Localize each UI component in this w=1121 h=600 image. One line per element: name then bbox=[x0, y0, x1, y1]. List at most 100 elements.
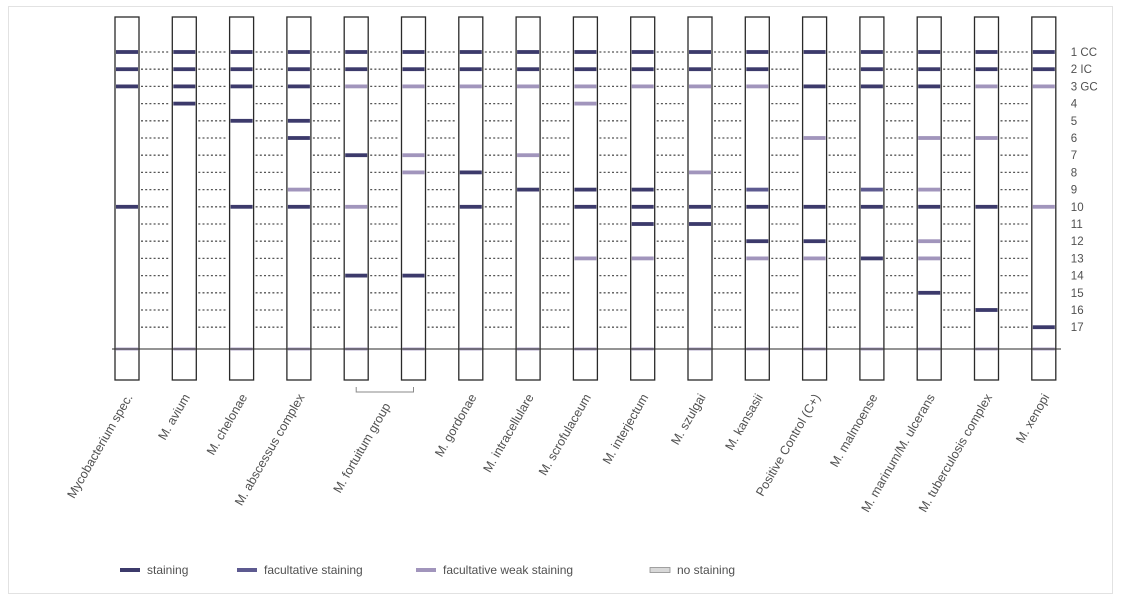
band-row-10 bbox=[574, 204, 597, 209]
band-row-2 bbox=[173, 67, 196, 72]
row-label-10: 10 bbox=[1071, 202, 1084, 214]
band-row-3 bbox=[918, 84, 941, 89]
strip-outline bbox=[801, 16, 828, 381]
strip-label-13: Positive Control (C+) bbox=[753, 392, 823, 499]
band-row-10 bbox=[860, 204, 883, 209]
band-row-1 bbox=[975, 50, 998, 54]
band-row-3 bbox=[230, 84, 253, 89]
band-row-13 bbox=[803, 256, 826, 261]
legend-swatch-no-staining bbox=[649, 567, 671, 573]
strip-label-2: M. avium bbox=[155, 392, 192, 443]
strip-17 bbox=[1031, 16, 1057, 381]
strip-outline bbox=[400, 16, 427, 381]
band-row-6 bbox=[803, 136, 826, 140]
band-row-12 bbox=[918, 239, 941, 244]
band-row-8 bbox=[402, 170, 425, 175]
row-label-3: 3 GC bbox=[1071, 81, 1098, 93]
strip-outline bbox=[916, 16, 942, 381]
strip-label-3: M. chelonae bbox=[204, 391, 250, 457]
row-guides bbox=[141, 51, 1030, 328]
band-row-13 bbox=[860, 256, 883, 261]
band-row-4 bbox=[173, 101, 196, 106]
band-row-3 bbox=[689, 84, 711, 89]
strip-label-9: M. scrofulaceum bbox=[536, 392, 594, 478]
strip-label-1: Mycobacterium spec. bbox=[64, 392, 135, 501]
band-row-3 bbox=[116, 84, 138, 89]
group-bracket-1 bbox=[355, 387, 414, 393]
band-row-2 bbox=[860, 67, 883, 72]
band-row-2 bbox=[746, 67, 769, 72]
strip-16 bbox=[973, 16, 1000, 381]
band-row-1 bbox=[230, 50, 253, 54]
band-row-13 bbox=[574, 256, 597, 261]
strip-14 bbox=[859, 16, 885, 381]
band-row-1 bbox=[459, 50, 482, 54]
band-row-6 bbox=[975, 136, 998, 140]
strip-outline bbox=[515, 16, 541, 381]
band-row-9 bbox=[574, 187, 597, 192]
band-row-1 bbox=[803, 50, 826, 54]
band-row-13 bbox=[631, 256, 654, 261]
strip-1 bbox=[114, 16, 140, 381]
row-label-11: 11 bbox=[1071, 219, 1083, 231]
band-row-3 bbox=[173, 84, 196, 89]
band-row-1 bbox=[1032, 50, 1055, 54]
legend-label-3: facultative weak staining bbox=[443, 563, 573, 577]
band-row-9 bbox=[631, 187, 654, 192]
band-row-10 bbox=[1032, 204, 1055, 209]
strip-outline bbox=[114, 16, 140, 381]
strip-outline bbox=[228, 16, 255, 381]
strip-8 bbox=[515, 16, 541, 381]
band-row-13 bbox=[918, 256, 941, 261]
band-row-2 bbox=[402, 67, 425, 72]
row-label-1: 1 CC bbox=[1071, 47, 1097, 59]
band-row-10 bbox=[746, 204, 769, 209]
strip-label-12: M. kansasii bbox=[723, 392, 766, 453]
band-row-2 bbox=[1032, 67, 1055, 72]
band-row-14 bbox=[345, 273, 368, 278]
band-row-10 bbox=[345, 204, 368, 209]
strip-outline bbox=[343, 16, 369, 381]
strip-outline bbox=[630, 16, 656, 381]
band-row-2 bbox=[631, 67, 654, 72]
band-row-15 bbox=[918, 290, 941, 295]
strip-12 bbox=[744, 16, 770, 381]
band-row-3 bbox=[459, 84, 482, 89]
band-row-13 bbox=[746, 256, 769, 261]
band-row-12 bbox=[746, 239, 769, 244]
figure-frame bbox=[8, 6, 1113, 594]
legend-swatch-s bbox=[120, 568, 140, 572]
band-row-1 bbox=[574, 50, 597, 54]
band-row-9 bbox=[746, 187, 769, 192]
strip-label-10: M. interjectum bbox=[600, 392, 651, 467]
legend-label-1: staining bbox=[147, 563, 188, 577]
row-label-17: 17 bbox=[1071, 322, 1084, 334]
strip-label-14: M. malmoense bbox=[827, 391, 880, 469]
band-row-3 bbox=[803, 84, 826, 89]
row-label-9: 9 bbox=[1071, 185, 1077, 197]
band-row-10 bbox=[689, 204, 711, 209]
strip-5 bbox=[343, 16, 369, 381]
strip-11 bbox=[687, 16, 713, 381]
row-label-12: 12 bbox=[1071, 236, 1084, 248]
band-row-10 bbox=[287, 204, 310, 209]
band-row-4 bbox=[574, 101, 597, 106]
band-row-7 bbox=[345, 153, 368, 158]
strip-label-17: M. xenopi bbox=[1013, 392, 1052, 446]
strip-4 bbox=[286, 16, 312, 381]
row-label-8: 8 bbox=[1071, 167, 1077, 179]
strip-outline bbox=[687, 16, 713, 381]
band-row-3 bbox=[1032, 84, 1055, 89]
band-row-8 bbox=[689, 170, 711, 175]
band-row-2 bbox=[918, 67, 941, 72]
legend-label-2: facultative staining bbox=[264, 563, 363, 577]
band-row-5 bbox=[287, 118, 310, 123]
group-label-1: M. fortuitum group bbox=[331, 400, 394, 495]
legend-swatch-w bbox=[416, 568, 436, 572]
strip-outline bbox=[286, 16, 312, 381]
band-row-1 bbox=[918, 50, 941, 54]
strip-outline bbox=[859, 16, 885, 381]
band-row-6 bbox=[287, 136, 310, 140]
band-row-10 bbox=[459, 204, 482, 209]
